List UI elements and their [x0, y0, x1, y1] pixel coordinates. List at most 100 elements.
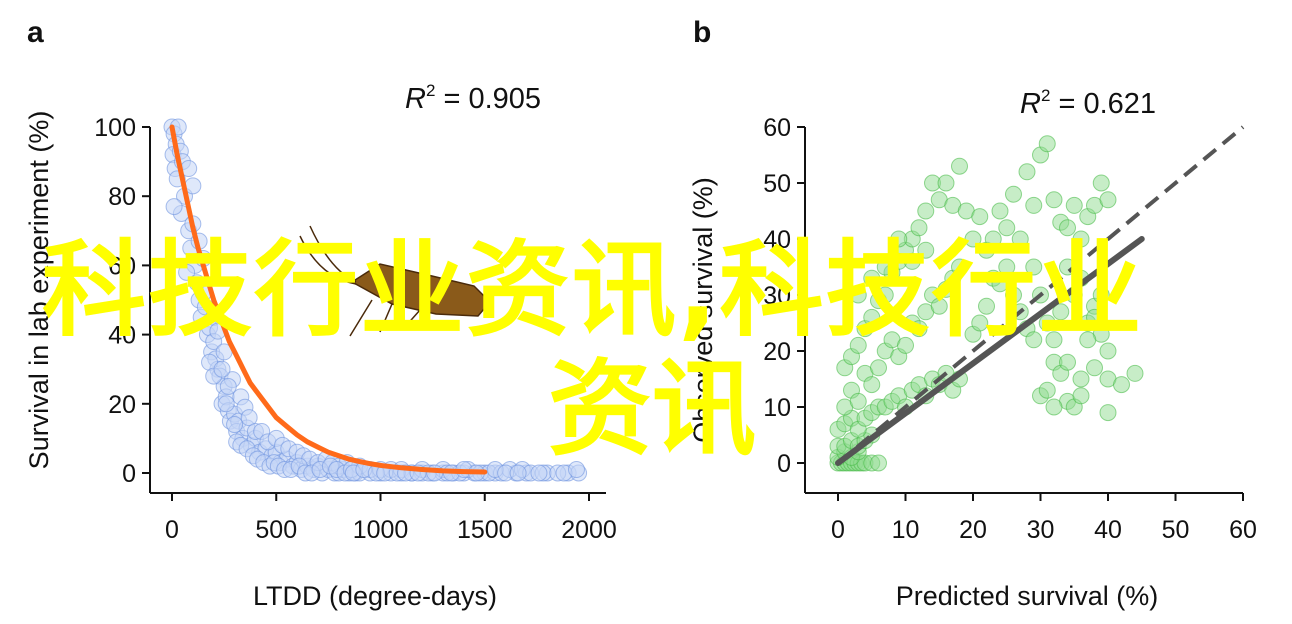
panel-a-data-point [226, 416, 244, 434]
panel-a-data-point [567, 461, 585, 479]
panel-b-data-point [876, 258, 894, 276]
panel-a-y-axis-label: Survival in lab experiment (%) [24, 111, 54, 470]
panel-b-data-point [1086, 308, 1103, 326]
panel-a-x-tick-label: 1500 [457, 516, 513, 544]
panel-b-r2-label: R2 = 0.621 [1020, 86, 1156, 120]
panel-a-data-point [219, 378, 237, 395]
panel-b-data-point [1038, 314, 1056, 332]
panel-b-y-tick-label: 60 [763, 114, 791, 142]
panel-a-points [163, 118, 588, 482]
moth-legs [349, 299, 421, 337]
panel-a-x-tick-label: 2000 [561, 516, 617, 544]
panel-b-points [829, 135, 1144, 472]
panel-a-y-ticks: 0 20 40 60 80 100 [94, 114, 150, 488]
panel-a-y-tick-label: 40 [108, 322, 136, 350]
panel-b-data-point [849, 286, 867, 304]
panel-b-data-point [1065, 196, 1083, 214]
moth-wing [350, 263, 492, 317]
panel-b-data-point [998, 219, 1016, 237]
panel-a-data-point [240, 409, 258, 427]
panel-b-y-tick-label: 50 [763, 170, 791, 198]
panel-b-data-point [1059, 353, 1076, 371]
panel-b-data-point [910, 320, 928, 338]
panel-b-data-point [876, 286, 894, 304]
panel-b-data-point [964, 230, 982, 248]
panel-b-data-point [1099, 191, 1117, 209]
panel-b-data-point [1052, 303, 1070, 321]
panel-b-data-point [1045, 331, 1063, 349]
panel-b-y-tick-label: 30 [763, 282, 791, 310]
panel-b-letter: b [693, 16, 711, 49]
panel-b-fit-line [835, 236, 1145, 466]
panel-b-y-tick-label: 10 [763, 394, 791, 422]
panel-b-x-tick-label: 50 [1162, 516, 1190, 544]
panel-a-y-tick-label: 80 [108, 183, 136, 211]
panel-a-r2-label: R2 = 0.905 [405, 81, 541, 115]
panel-b-data-point [1045, 398, 1063, 416]
panel-b-data-point [1072, 370, 1090, 388]
moth-antenna [299, 225, 357, 285]
panel-b-data-point [1072, 387, 1090, 405]
panel-b-y-tick-label: 40 [763, 226, 791, 254]
panel-a-x-tick-label: 1000 [353, 516, 409, 544]
panel-b-data-point [1038, 381, 1056, 399]
panel-b-x-ticks: 0 10 20 30 40 50 60 [831, 493, 1257, 544]
panel-a-x-tick-label: 500 [255, 516, 297, 544]
panel-b-data-point [1086, 359, 1103, 377]
panel-b-data-point [1059, 219, 1076, 237]
panel-a-data-point [178, 263, 196, 281]
panel-b-data-point [863, 269, 881, 287]
panel-b-x-tick-label: 30 [1027, 516, 1055, 544]
panel-b-y-axis-label: Observed survival (%) [688, 177, 718, 443]
panel-b-data-point [951, 157, 968, 175]
panel-b-data-point [1079, 331, 1097, 349]
panel-b-y-tick-label: 20 [763, 338, 791, 366]
panel-b-data-point [1072, 230, 1090, 248]
panel-b-data-point [930, 297, 948, 315]
panel-a-data-point [213, 360, 231, 378]
panel-b-x-tick-label: 10 [892, 516, 920, 544]
panel-b-data-point [1099, 342, 1117, 360]
panel-b-data-point [1099, 404, 1117, 422]
panel-b-data-point [1005, 286, 1022, 304]
panel-b-data-point [1018, 163, 1036, 181]
panel-b-y-tick-label: 0 [777, 450, 791, 478]
panel-b-data-point [917, 241, 935, 259]
panel-b-data-point [984, 230, 1002, 248]
panel-a-x-ticks: 0 500 1000 1500 2000 [165, 493, 617, 544]
panel-b-data-point [1025, 196, 1043, 214]
panel-b-data-point [1092, 286, 1110, 304]
panel-b-data-point [937, 174, 955, 192]
panel-a-y-tick-label: 60 [108, 252, 136, 280]
panel-b-data-point [991, 275, 1009, 293]
panel-b-data-point [863, 308, 881, 326]
panel-b-x-axis-label: Predicted survival (%) [896, 581, 1159, 611]
panel-b-x-tick-label: 20 [959, 516, 987, 544]
panel-a-y-tick-label: 0 [122, 460, 136, 488]
panel-b-identity-line [836, 125, 1245, 465]
panel-b-data-point [849, 392, 867, 410]
panel-b-data-point [1025, 258, 1043, 276]
panel-b-data-point [870, 454, 887, 472]
panel-b-data-point [1038, 135, 1056, 153]
panel-b-data-point [917, 202, 935, 220]
panel-a-fit-curve [169, 124, 488, 475]
panel-b-x-tick-label: 40 [1094, 516, 1122, 544]
panel-b-chart: b 0 10 20 30 40 50 60 0 10 20 30 40 50 60 R2 = 0.621… [688, 16, 1257, 611]
panel-b-data-point [870, 359, 887, 377]
panel-b-data-point [849, 336, 867, 354]
panel-b-data-point [1011, 230, 1029, 248]
moth-illustration [299, 225, 492, 337]
panel-b-data-point [991, 202, 1009, 220]
panel-a-data-point [530, 464, 548, 482]
panel-a-letter: a [27, 16, 44, 49]
panel-a-y-tick-label: 100 [94, 114, 136, 142]
panel-a-data-point [217, 395, 235, 413]
panel-b-x-tick-label: 0 [831, 516, 845, 544]
panel-a-chart: a 0 20 40 60 80 100 0 500 1000 1500 2000 R2 = 0.9… [24, 16, 617, 611]
panel-b-data-point [903, 252, 921, 270]
panel-b-data-point [863, 376, 881, 394]
panel-a-data-point [509, 464, 527, 482]
